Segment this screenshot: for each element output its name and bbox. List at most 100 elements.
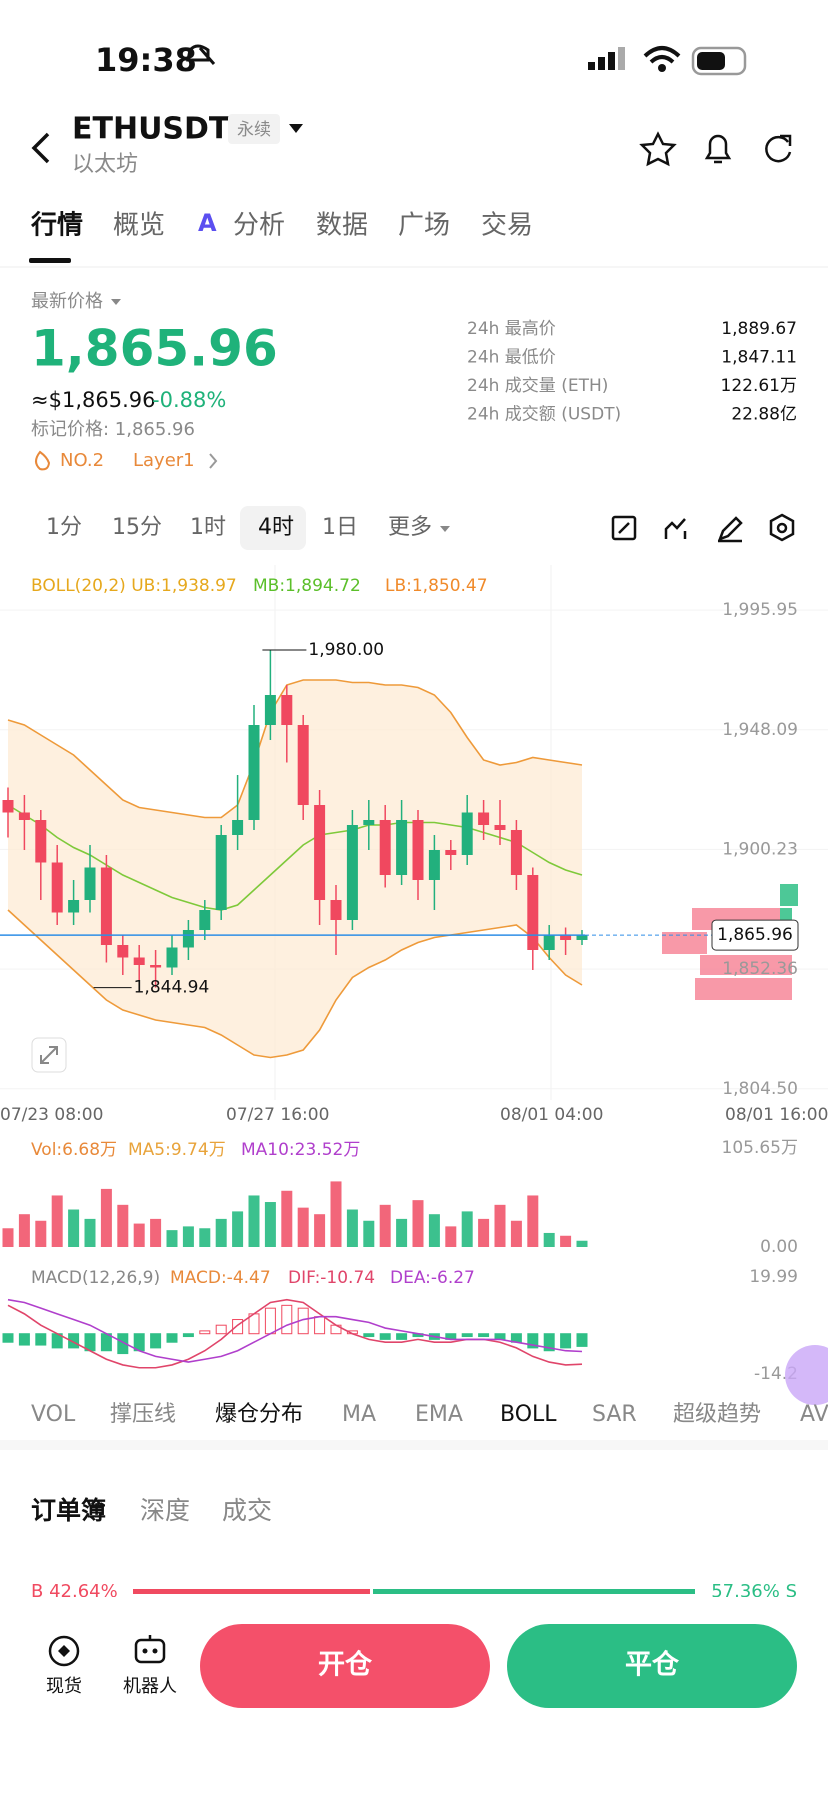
candle-body [363,820,375,825]
volume-bar [133,1223,145,1247]
candle-body [150,965,162,968]
candle-body [133,957,145,965]
fire-icon [35,450,51,471]
sector[interactable]: Layer1 [133,450,195,471]
macd-bar [68,1333,80,1349]
boll-legend: LB:1,850.47 [385,576,488,596]
indicator-tab[interactable]: 撑压线 [110,1402,176,1427]
boll-legend: BOLL(20,2) UB:1,938.97 [31,576,237,596]
macd-bar [379,1333,391,1340]
period-selected [240,506,306,550]
candle-body [576,935,588,940]
macd-bar [560,1333,572,1349]
candle-body [330,900,342,920]
volume-bar [68,1209,80,1247]
stat-value: 22.88亿 [731,405,797,425]
macd-legend: MACD:-4.47 [170,1268,271,1288]
indicator-tab[interactable]: AV [800,1402,828,1427]
boll-line [7,679,583,819]
open-label[interactable]: 开仓 [318,1650,373,1681]
tab[interactable]: 广场 [398,211,450,241]
back-button[interactable] [31,132,50,164]
period[interactable]: 1日 [322,515,358,540]
volume-bar [314,1214,326,1247]
vol-legend: Vol:6.68万 [31,1140,117,1160]
period[interactable]: 1分 [46,515,82,540]
nav-spot[interactable]: 现货 [46,1676,82,1697]
volume-bar [428,1214,440,1247]
stat-label: 24h 最低价 [467,348,556,368]
volume-bar [543,1232,555,1247]
candle-body [412,820,424,880]
coin-name: 以太坊 [72,152,138,177]
volume-bar [2,1228,14,1247]
macd-legend: DEA:-6.27 [390,1268,475,1288]
macd-bar [461,1333,473,1338]
macd-bar [117,1333,129,1355]
candle-body [281,695,293,725]
candle-body [68,900,80,913]
stat-label: 24h 最高价 [467,319,556,339]
tab[interactable]: 数据 [316,211,368,241]
alert-button[interactable] [704,134,732,164]
stat-label: 24h 成交量 (ETH) [467,376,608,396]
period[interactable]: 1时 [190,515,226,540]
open-button[interactable] [200,1624,490,1708]
indicator-tab[interactable]: 爆仓分布 [215,1402,303,1427]
volume-bar [560,1235,572,1247]
indicator-tab[interactable]: BOLL [500,1402,557,1427]
volume-bar [264,1202,276,1247]
last-price-box [711,919,799,951]
rank[interactable]: NO.2 [60,450,104,471]
vol-legend: MA10:23.52万 [241,1140,360,1160]
candle-body [478,812,490,825]
share-button[interactable] [765,134,792,163]
volume-bar [199,1228,211,1247]
orderbook-tab[interactable]: 成交 [222,1496,272,1525]
indicator-tab[interactable]: VOL [31,1402,76,1427]
nav-bot[interactable]: 机器人 [123,1676,177,1697]
orderbook-tab[interactable]: 深度 [140,1496,190,1525]
stat-value: 1,847.11 [721,348,797,368]
tab[interactable]: 交易 [481,211,533,241]
candle-body [510,830,522,875]
sell-bar [373,1589,695,1594]
candle-body [2,800,14,813]
macd-bar [363,1333,375,1338]
usd-price: ≈$1,865.96 [31,388,155,412]
assistant-avatar[interactable] [785,1345,828,1405]
volume-bar [478,1218,490,1247]
indicator-tab[interactable]: EMA [415,1402,463,1427]
mark-price: 标记价格: 1,865.96 [31,419,195,440]
status-time: 19:38 [95,41,197,79]
volume-bar [18,1214,30,1247]
period[interactable]: 更多 [388,515,432,540]
close-button[interactable] [507,1624,797,1708]
macd-legend: MACD(12,26,9) [31,1268,160,1288]
tab[interactable]: 行情 [30,210,83,241]
period[interactable]: 4时 [258,515,294,540]
buy-ratio: B 42.64% [31,1581,118,1602]
candle-body [84,867,96,900]
spot-icon[interactable] [48,1635,80,1667]
indicator-tab[interactable]: MA [342,1402,376,1427]
macd-bar [199,1330,211,1335]
indicator-tab[interactable]: 超级趋势 [673,1402,761,1427]
volume-bar [494,1204,506,1247]
period[interactable]: 15分 [112,515,162,540]
separator [0,1440,828,1450]
orderbook-tab[interactable]: 订单簿 [31,1496,106,1525]
candle-body [248,725,260,820]
tab[interactable]: 概览 [113,211,165,241]
indicator-tab[interactable]: SAR [592,1402,637,1427]
close-label[interactable]: 平仓 [625,1650,680,1681]
wifi-icon [643,46,681,64]
volume-bar [330,1181,342,1247]
tab[interactable]: 分析 [233,211,285,241]
volume-bar [35,1220,47,1247]
favorite-button[interactable] [639,131,677,167]
symbol-dropdown[interactable] [289,124,303,133]
tab-indicator [29,258,71,263]
candle-body [396,820,408,875]
chart-tools[interactable] [611,513,795,543]
